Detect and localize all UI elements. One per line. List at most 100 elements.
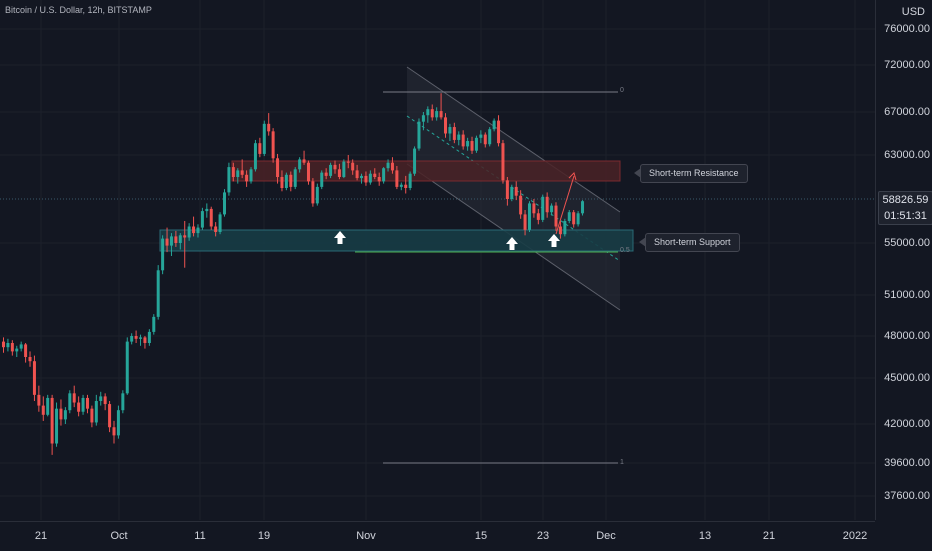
candle-body	[470, 141, 474, 151]
candle-body	[165, 238, 169, 246]
price-scale[interactable]: USD 76000.00 72000.00 67000.00 63000.00 …	[875, 0, 932, 520]
candle-body	[382, 168, 386, 182]
candle-body	[227, 167, 231, 193]
candle-body	[527, 203, 531, 230]
fib-label-0: 0	[620, 87, 624, 94]
price-tick: 55000.00	[884, 237, 930, 249]
candle-body	[112, 427, 116, 436]
candle-body	[514, 186, 518, 196]
candle-body	[302, 159, 306, 163]
candle-body	[501, 143, 505, 181]
time-tick: 13	[698, 530, 712, 542]
candle-body	[355, 170, 359, 179]
time-tick: 19	[257, 530, 271, 542]
candle-body	[461, 134, 465, 147]
price-tick: 63000.00	[884, 149, 930, 161]
candle-body	[156, 270, 160, 317]
projection-arrow-line	[555, 175, 575, 235]
candle-body	[218, 214, 222, 232]
candle-body	[333, 164, 337, 170]
candle-body	[59, 408, 63, 420]
candle-body	[329, 164, 333, 176]
currency-label[interactable]: USD	[901, 6, 925, 18]
candle-body	[479, 134, 483, 138]
candle-body	[426, 109, 430, 116]
candle-body	[399, 184, 403, 187]
price-tick: 51000.00	[884, 289, 930, 301]
candle-body	[320, 172, 324, 187]
resistance-callout[interactable]: Short-term Resistance	[634, 164, 748, 183]
candle-body	[364, 175, 368, 183]
candle-body	[99, 396, 103, 401]
candle-body	[174, 236, 178, 243]
candle-body	[435, 111, 439, 118]
candle-body	[408, 173, 412, 188]
candle-body	[510, 186, 514, 199]
time-tick: 11	[194, 530, 206, 542]
candle-body	[567, 212, 571, 221]
candle-body	[298, 159, 302, 170]
candle-body	[413, 148, 417, 174]
candle-body	[351, 162, 355, 171]
candle-body	[390, 162, 394, 171]
candle-body	[315, 186, 319, 204]
candle-body	[41, 405, 45, 415]
candle-body	[550, 205, 554, 213]
candle-body	[558, 226, 562, 235]
candle-body	[134, 336, 138, 339]
candle-body	[492, 120, 496, 130]
candle-body	[81, 397, 85, 412]
candle-body	[554, 205, 558, 227]
candle-body	[276, 158, 280, 177]
candle-body	[103, 396, 107, 405]
candle-body	[452, 127, 456, 140]
candle-body	[280, 177, 284, 188]
candle-body	[306, 162, 310, 182]
candle-body	[448, 127, 452, 134]
candle-body	[46, 397, 50, 415]
time-tick: 15	[474, 530, 488, 542]
candle-body	[532, 203, 536, 214]
candle-body	[139, 337, 143, 339]
fib-label-1: 1	[620, 459, 624, 466]
candle-body	[68, 393, 72, 411]
candle-body	[253, 143, 257, 170]
time-tick: 21	[762, 530, 776, 542]
candle-body	[77, 402, 81, 412]
candle-body	[231, 167, 235, 177]
candle-body	[377, 177, 381, 182]
candle-body	[444, 117, 447, 134]
candle-body	[192, 226, 196, 234]
symbol-title[interactable]: Bitcoin / U.S. Dollar, 12h, BITSTAMP	[5, 5, 152, 15]
candle-body	[209, 208, 213, 227]
candle-body	[187, 226, 191, 238]
candle-body	[32, 361, 36, 395]
price-tick: 42000.00	[884, 418, 930, 430]
candle-body	[200, 211, 204, 228]
candle-body	[249, 169, 253, 182]
candle-body	[240, 170, 244, 175]
candle-body	[576, 213, 580, 225]
time-scale[interactable]: 21 Oct 11 19 Nov 15 23 Dec 13 21 2022	[0, 521, 875, 551]
price-tick: 37600.00	[884, 490, 930, 502]
candle-body	[342, 161, 346, 177]
support-callout[interactable]: Short-term Support	[639, 233, 740, 252]
candle-body	[293, 169, 297, 187]
candle-body	[563, 221, 567, 235]
candle-body	[346, 161, 350, 163]
candle-body	[421, 115, 425, 122]
candle-body	[108, 404, 112, 428]
price-tick: 76000.00	[884, 23, 930, 35]
candle-body	[474, 137, 478, 151]
candle-body	[245, 174, 249, 182]
candle-body	[24, 344, 28, 357]
candle-body	[125, 341, 129, 394]
candle-body	[121, 393, 125, 411]
candle-body	[90, 408, 94, 423]
candle-body	[161, 238, 165, 271]
candle-body	[337, 169, 341, 177]
price-tick: 45000.00	[884, 372, 930, 384]
candle-body	[267, 123, 271, 132]
